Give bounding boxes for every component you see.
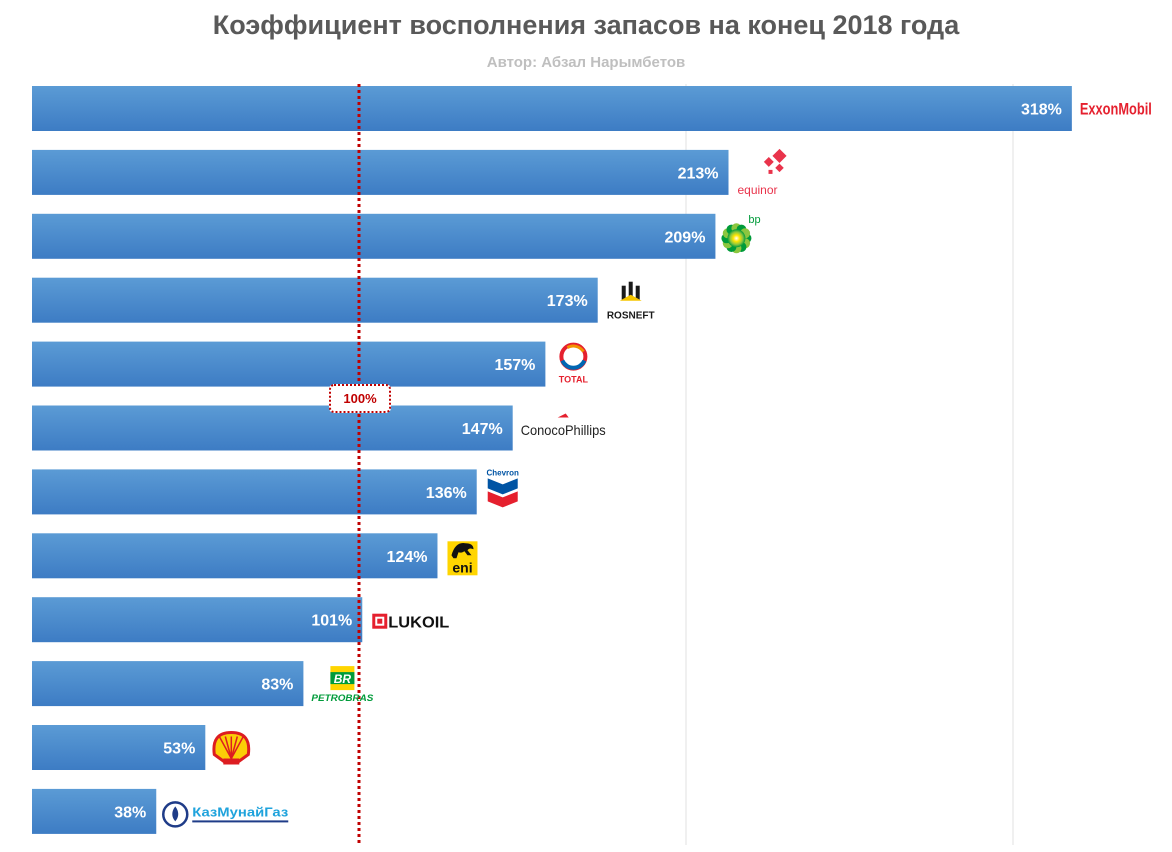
bar-equinor [32,149,729,195]
logos: ExxonMobil equinor bp ROSNEFT TOTAL ConocoPhi… [162,100,1152,828]
lukoil-logo: LUKOIL [372,613,450,632]
lukoil-mark-core-icon [377,618,383,624]
equinor-dot-icon [775,163,784,173]
value-label-eni: 124% [387,549,428,566]
bars: 318% 213% 209% 173% 157% 147% 136% 124% 101% 83% 5… [32,86,1072,834]
value-label-chevron: 136% [426,485,467,502]
logo-text-petrobras: PETROBRAS [311,693,373,703]
value-label-rosneft: 173% [547,293,588,310]
rosneft-logo: ROSNEFT [607,281,655,322]
equinor-dot-icon [763,156,774,167]
shell-logo [212,730,251,765]
bar-total [32,341,546,387]
logo-text-eni: eni [452,559,472,575]
value-label-petrobras: 83% [261,677,293,694]
logo-text-conocophillips: ConocoPhillips [521,422,606,438]
chart-title: Коэффициент восполнения запасов на конец… [212,10,960,40]
petrobras-br-icon: BR [334,672,352,686]
logo-text-chevron: Chevron [486,468,519,477]
value-label-bp: 209% [665,229,706,246]
eni-logo: eni [447,541,478,576]
exxonmobil-logo: ExxonMobil [1080,100,1152,119]
total-orange-icon [566,344,585,353]
bar-rosneft [32,277,598,323]
value-label-lukoil: 101% [311,613,352,630]
shell-rib-icon [230,736,244,759]
eni-dog-icon [451,543,474,559]
conocophillips-logo: ConocoPhillips [521,413,606,438]
logo-text-lukoil: LUKOIL [388,615,449,632]
logo-text-bp: bp [748,214,760,226]
shell-rib-icon [230,736,239,759]
petrobras-green-icon [330,672,355,685]
logo-text-rosneft: ROSNEFT [607,311,655,322]
bar-chevron [32,469,477,515]
chevron-logo: Chevron [486,468,519,508]
rosneft-yellow-icon [619,294,642,301]
value-label-shell: 53% [163,741,195,758]
logo-text-total: TOTAL [559,375,589,385]
bar-lukoil [32,597,363,643]
equinor-star-icon [772,148,787,163]
shell-base-icon [223,758,240,765]
logo-text-equinor: equinor [737,183,777,197]
kazmunaygas-drop-icon [172,806,179,822]
shell-rib-icon [218,736,232,759]
bar-petrobras [32,661,304,707]
value-label-equinor: 213% [678,165,719,182]
chevron-blue-icon [487,478,518,495]
bar-conocophillips [32,405,513,451]
rosneft-bar-icon [635,285,640,300]
value-label-total: 157% [494,357,535,374]
kazmunaygas-underline-icon [192,820,289,823]
bp-core-icon [727,229,746,248]
gridlines [685,84,1014,845]
rosneft-bar-icon [628,281,633,300]
bar-shell [32,725,206,770]
equinor-logo: equinor [737,148,787,197]
total-logo: TOTAL [559,342,589,385]
conocophillips-mark-icon [557,413,569,418]
bar-kazmunaygas [32,788,157,834]
reference-line-label: 100% [329,384,391,413]
value-label-exxonmobil: 318% [1021,102,1062,119]
logo-text-exxonmobil: ExxonMobil [1080,100,1152,119]
bp-helios-logo: bp [721,214,761,254]
logo-text-kazmunaygas: КазМунайГаз [192,804,289,819]
bar-bp [32,213,716,259]
value-label-conocophillips: 147% [462,421,503,438]
petrobras-logo: BR PETROBRAS [311,666,373,703]
bar-exxonmobil [32,86,1072,131]
chart-subtitle: Автор: Абзал Нарымбетов [486,54,686,71]
equinor-dot-icon [768,169,773,174]
value-label-kazmunaygas: 38% [114,804,146,821]
shell-rib-icon [224,736,233,759]
chevron-red-icon [487,491,518,508]
rosneft-bar-icon [621,285,626,300]
bar-eni [32,533,438,579]
total-blue-icon [560,359,587,370]
kazmunaygas-logo: КазМунайГаз [162,801,289,828]
